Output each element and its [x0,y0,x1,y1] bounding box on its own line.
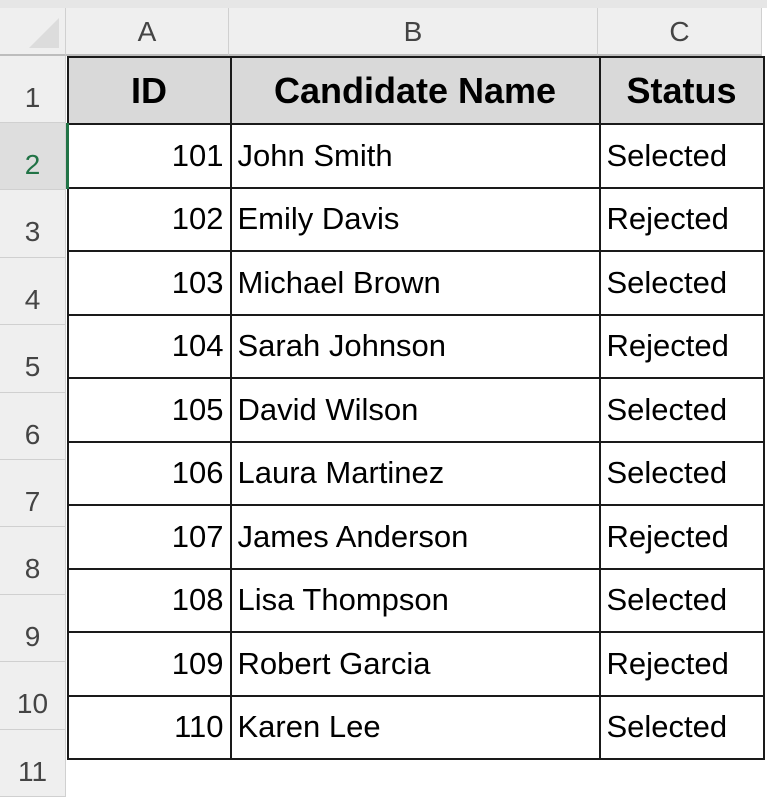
id-cell[interactable]: 107 [66,504,232,570]
status-cell[interactable]: Selected [598,440,765,506]
row-header-8[interactable]: 8 [0,527,66,595]
id-cell[interactable]: 102 [66,186,232,252]
candidate-name-cell[interactable]: Emily Davis [229,186,601,252]
row-header-1[interactable]: 1 [0,56,66,123]
status-cell[interactable]: Rejected [598,313,765,379]
candidate-name-cell[interactable]: Sarah Johnson [229,313,601,379]
spreadsheet-grid: ID Candidate Name Status 101 John Smith Se… [66,56,765,760]
table-row: 105 David Wilson Selected [66,377,765,443]
id-cell[interactable]: 104 [66,313,232,379]
id-cell[interactable]: 106 [66,440,232,506]
ribbon-edge [0,0,767,8]
candidate-name-cell[interactable]: Lisa Thompson [229,567,601,633]
table-row: 106 Laura Martinez Selected [66,440,765,506]
table-row: 109 Robert Garcia Rejected [66,631,765,697]
candidate-name-cell[interactable]: Robert Garcia [229,631,601,697]
candidate-name-cell[interactable]: Michael Brown [229,250,601,316]
candidate-name-cell[interactable]: Laura Martinez [229,440,601,506]
header-row: ID Candidate Name Status [66,56,765,125]
table-row: 108 Lisa Thompson Selected [66,567,765,633]
row-header-11[interactable]: 11 [0,729,66,797]
row-header-4[interactable]: 4 [0,257,66,326]
row-header-2[interactable]: 2 [0,123,66,191]
id-cell[interactable]: 109 [66,631,232,697]
table-row: 110 Karen Lee Selected [66,694,765,760]
column-header-a[interactable]: A [66,8,229,56]
status-cell[interactable]: Selected [598,123,765,189]
status-cell[interactable]: Selected [598,250,765,316]
table-row: 107 James Anderson Rejected [66,504,765,570]
id-cell[interactable]: 101 [66,123,232,189]
row-header-3[interactable]: 3 [0,190,66,258]
table-row: 104 Sarah Johnson Rejected [66,313,765,379]
candidate-name-cell[interactable]: John Smith [229,123,601,189]
candidate-name-cell[interactable]: Karen Lee [229,694,601,760]
select-all-triangle-icon [29,18,59,48]
table-row: 103 Michael Brown Selected [66,250,765,316]
candidate-name-cell[interactable]: David Wilson [229,377,601,443]
row-header-7[interactable]: 7 [0,460,66,528]
table-row: 101 John Smith Selected [66,123,765,189]
row-header-6[interactable]: 6 [0,392,66,460]
id-cell[interactable]: 108 [66,567,232,633]
row-header-5[interactable]: 5 [0,325,66,393]
status-cell[interactable]: Selected [598,377,765,443]
status-cell[interactable]: Rejected [598,504,765,570]
header-cell-candidate-name[interactable]: Candidate Name [229,56,601,125]
row-header-9[interactable]: 9 [0,594,66,663]
status-cell[interactable]: Selected [598,567,765,633]
table-row: 102 Emily Davis Rejected [66,186,765,252]
header-cell-status[interactable]: Status [598,56,765,125]
id-cell[interactable]: 110 [66,694,232,760]
status-cell[interactable]: Rejected [598,631,765,697]
select-all-button[interactable] [0,8,66,56]
candidate-name-cell[interactable]: James Anderson [229,504,601,570]
header-cell-id[interactable]: ID [66,56,232,125]
column-header-b[interactable]: B [229,8,598,56]
id-cell[interactable]: 103 [66,250,232,316]
row-header-10[interactable]: 10 [0,662,66,730]
id-cell[interactable]: 105 [66,377,232,443]
column-header-c[interactable]: C [598,8,762,56]
status-cell[interactable]: Selected [598,694,765,760]
status-cell[interactable]: Rejected [598,186,765,252]
